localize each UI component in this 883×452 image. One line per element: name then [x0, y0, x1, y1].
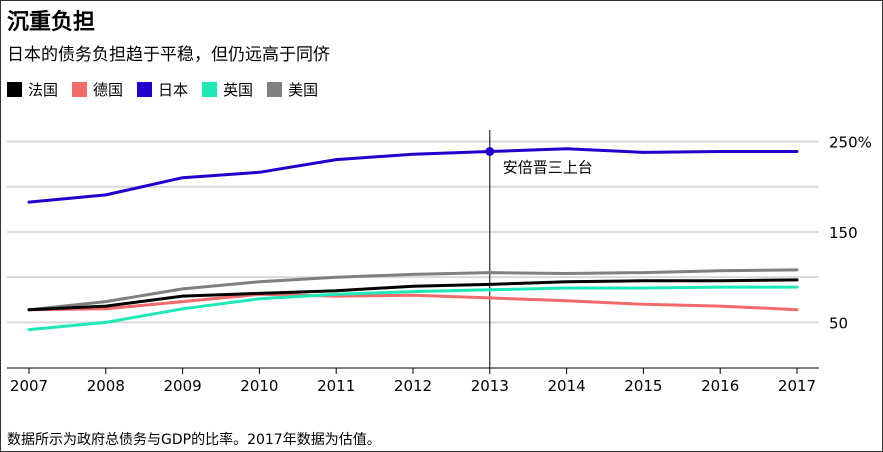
x-tick-label-2012: 2012	[394, 377, 432, 395]
y-tick-label-50: 50	[829, 314, 848, 332]
series-line-france	[27, 278, 799, 312]
x-tick-label-2013: 2013	[471, 377, 509, 395]
legend-label-us: 美国	[288, 81, 319, 99]
series-line-uk	[27, 285, 799, 332]
x-tick-label-2008: 2008	[87, 377, 125, 395]
legend-label-france: 法国	[28, 81, 59, 99]
x-tick-label-2017: 2017	[778, 377, 816, 395]
y-tick-label-250: 250%	[829, 134, 872, 152]
chart-subtitle: 日本的债务负担趋于平稳，但仍远高于同侪	[7, 45, 330, 65]
annotation-label: 安倍晋三上台	[503, 159, 593, 177]
legend-swatch-france	[7, 82, 22, 97]
legend-label-japan: 日本	[158, 81, 189, 99]
series-line-us	[27, 268, 799, 312]
x-tick-label-2015: 2015	[624, 377, 662, 395]
legend-label-germany: 德国	[93, 81, 124, 99]
x-tick-label-2014: 2014	[548, 377, 586, 395]
legend-swatch-uk	[202, 82, 218, 97]
legend-swatch-japan	[137, 82, 153, 97]
series-line-japan	[27, 147, 799, 204]
legend-swatch-germany	[72, 82, 88, 97]
legend-item-us: 美国	[267, 79, 318, 100]
legend-item-france: 法国	[7, 79, 58, 100]
legend-label-uk: 英国	[223, 81, 254, 99]
legend: 法国 德国 日本 英国 美国	[7, 79, 332, 100]
legend-swatch-us	[267, 82, 283, 97]
footnote: 数据所示为政府总债务与GDP的比率。2017年数据为估值。	[7, 432, 381, 448]
chart-title: 沉重负担	[7, 10, 96, 35]
series-line-germany	[27, 292, 799, 312]
legend-item-japan: 日本	[137, 79, 188, 100]
y-tick-label-150: 150	[829, 224, 858, 242]
x-tick-label-2011: 2011	[317, 377, 355, 395]
x-tick-label-2009: 2009	[164, 377, 202, 395]
x-tick-label-2007: 2007	[10, 377, 48, 395]
x-tick-label-2010: 2010	[240, 377, 278, 395]
annotation-marker	[485, 147, 495, 157]
x-tick-label-2016: 2016	[701, 377, 739, 395]
legend-item-uk: 英国	[202, 79, 253, 100]
legend-item-germany: 德国	[72, 79, 123, 100]
